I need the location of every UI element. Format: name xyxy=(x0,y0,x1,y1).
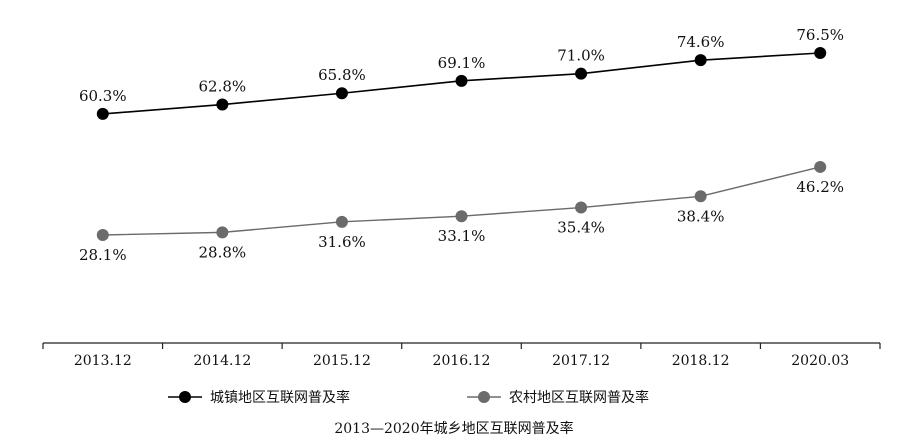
data-point xyxy=(455,210,468,223)
data-label: 35.4% xyxy=(557,219,605,237)
data-label: 74.6% xyxy=(677,33,725,51)
data-point xyxy=(814,47,827,59)
data-point xyxy=(575,201,588,214)
legend-label: 农村地区互联网普及率 xyxy=(509,389,649,406)
data-label: 46.2% xyxy=(796,178,844,196)
data-point xyxy=(216,98,229,111)
legend-marker xyxy=(179,391,191,403)
data-point xyxy=(96,107,109,120)
data-point xyxy=(575,67,588,80)
data-point xyxy=(96,229,109,241)
x-tick-label: 2015.12 xyxy=(313,353,371,369)
data-point xyxy=(694,190,707,203)
legend: 城镇地区互联网普及率 农村地区互联网普及率 xyxy=(168,389,649,406)
x-tick-label: 2018.12 xyxy=(672,353,730,369)
chart-title: 2013—2020年城乡地区互联网普及率 xyxy=(334,420,573,437)
legend-label: 城镇地区互联网普及率 xyxy=(210,389,350,406)
data-label: 76.5% xyxy=(796,26,844,44)
data-label: 28.1% xyxy=(79,246,127,264)
data-label: 31.6% xyxy=(318,233,366,251)
legend-item: 城镇地区互联网普及率 xyxy=(168,389,350,406)
data-point xyxy=(814,160,827,173)
data-label: 28.8% xyxy=(199,243,247,261)
data-label: 38.4% xyxy=(677,207,725,225)
x-tick-label: 2017.12 xyxy=(552,353,610,369)
x-tick-label: 2013.12 xyxy=(74,353,132,369)
series-1: 60.3% 62.8% 65.8% 69.1% 71.0% 74.6% 76.5% xyxy=(79,26,844,120)
data-label: 69.1% xyxy=(438,54,486,72)
x-tick-label: 2016.12 xyxy=(433,353,491,369)
data-point xyxy=(335,215,348,228)
x-tick-label: 2014.12 xyxy=(193,353,251,369)
series-2: 28.1% 28.8% 31.6% 33.1% 35.4% 38.4% 46.2% xyxy=(79,160,844,264)
data-point xyxy=(216,226,229,239)
x-axis: 2013.12 2014.12 2015.12 2016.12 2017.12 2018.… xyxy=(42,342,881,369)
series-layer: 60.3% 62.8% 65.8% 69.1% 71.0% 74.6% 76.5% 28.1%… xyxy=(79,26,844,264)
data-label: 33.1% xyxy=(438,227,486,245)
data-label: 60.3% xyxy=(79,87,127,105)
data-label: 65.8% xyxy=(318,66,366,84)
legend-item: 农村地区互联网普及率 xyxy=(467,389,649,406)
data-point xyxy=(694,54,707,67)
legend-marker xyxy=(478,391,490,403)
x-tick-label: 2020.03 xyxy=(791,353,849,369)
data-label: 71.0% xyxy=(557,47,605,65)
data-point xyxy=(455,74,468,87)
data-point xyxy=(335,87,348,100)
data-label: 62.8% xyxy=(199,78,247,96)
